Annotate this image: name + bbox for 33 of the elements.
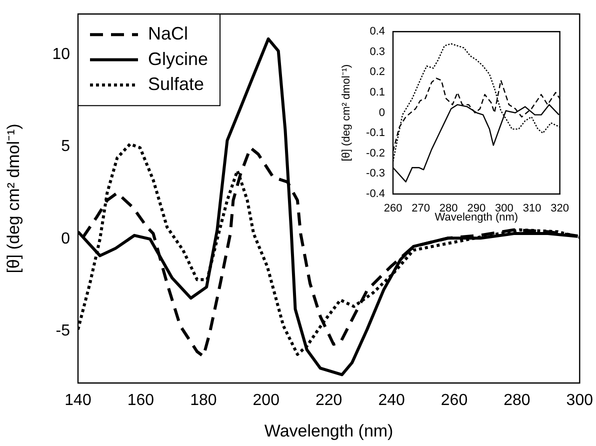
y-axis-title: [θ] (deg cm² dmol⁻¹) — [340, 64, 353, 162]
y-tick-label: 0 — [378, 106, 385, 119]
y-tick-label: -0.3 — [366, 168, 385, 180]
x-tick-label: 220 — [315, 392, 342, 410]
x-tick-label: 200 — [252, 392, 280, 410]
x-axis-title: Wavelength (nm) — [264, 421, 394, 440]
x-tick-label: 260 — [384, 202, 402, 215]
y-axis-title: [θ] (deg cm² dmol⁻¹) — [4, 124, 23, 274]
y-tick-label: -5 — [56, 322, 70, 340]
y-tick-label: -0.4 — [366, 188, 385, 200]
y-tick-label: -0.1 — [366, 127, 385, 140]
legend-label: NaCl — [148, 24, 188, 44]
legend-label: Glycine — [148, 48, 208, 69]
x-tick-label: 180 — [190, 392, 217, 410]
x-tick-label: 140 — [64, 392, 92, 410]
y-tick-label: 10 — [52, 46, 70, 63]
x-tick-label: 270 — [412, 202, 430, 215]
y-tick-label: 0.1 — [370, 86, 385, 99]
x-tick-label: 240 — [378, 392, 405, 410]
x-tick-label: 160 — [127, 392, 154, 410]
x-tick-label: 300 — [566, 392, 594, 410]
x-tick-label: 310 — [522, 202, 542, 215]
legend-label: Sulfate — [148, 74, 204, 94]
y-tick-label: 0 — [61, 230, 70, 248]
x-tick-label: 280 — [504, 392, 530, 410]
y-tick-label: 0.2 — [370, 66, 385, 78]
x-axis-title: Wavelength (nm) — [434, 211, 518, 224]
x-tick-label: 320 — [550, 202, 570, 215]
y-tick-label: -0.2 — [366, 147, 385, 160]
y-tick-label: 0.4 — [370, 26, 385, 38]
y-tick-label: 0.3 — [370, 46, 385, 58]
x-tick-label: 260 — [440, 392, 468, 410]
y-tick-label: 5 — [61, 138, 70, 156]
